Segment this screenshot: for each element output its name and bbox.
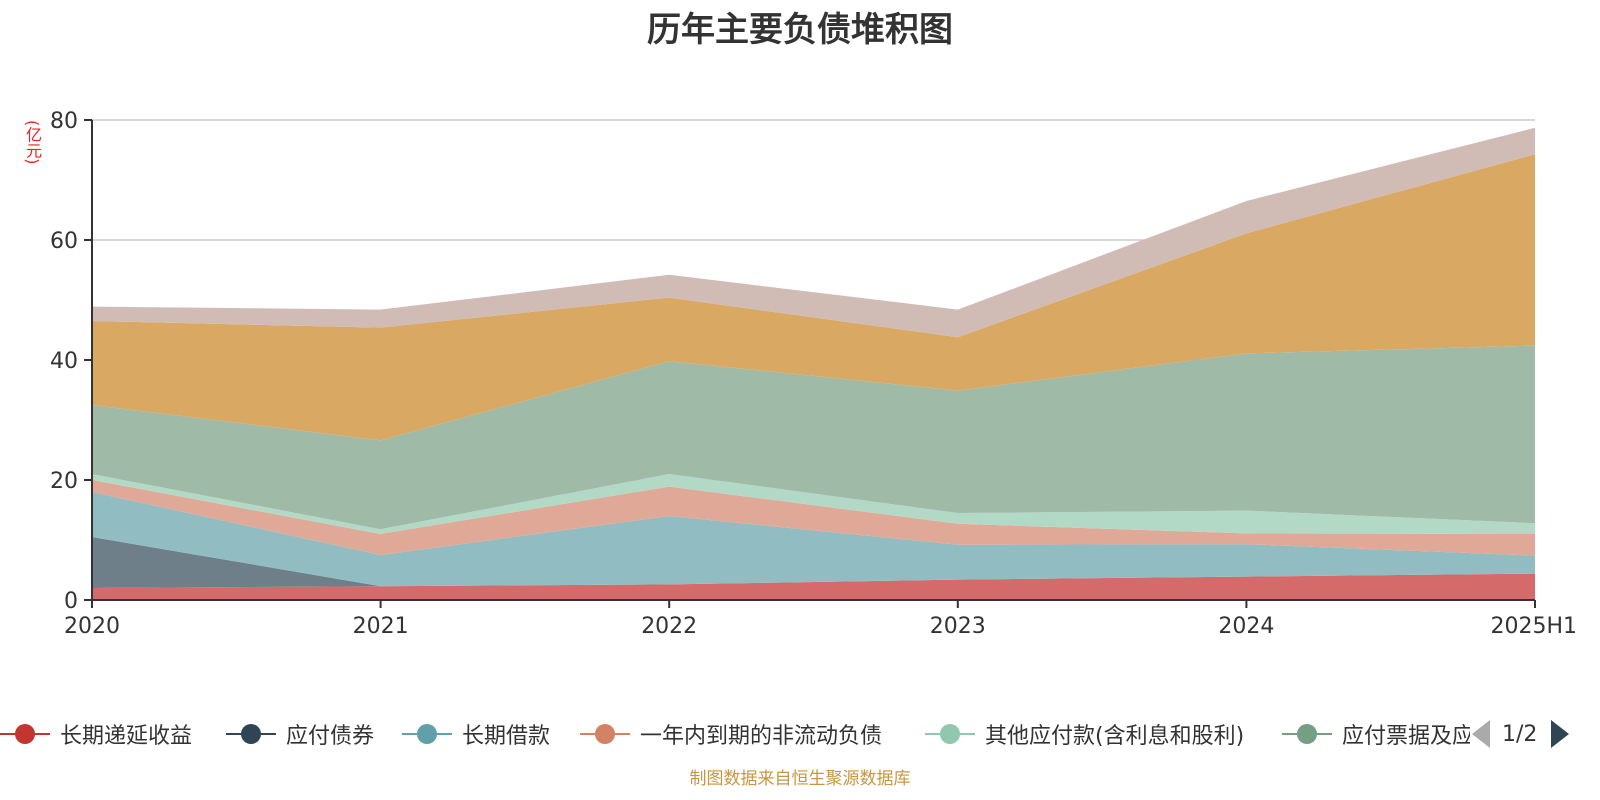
data-source-note: 制图数据来自恒生聚源数据库 <box>689 769 911 789</box>
area-短期借款[interactable] <box>92 154 1535 441</box>
legend-item[interactable]: 应付票据及应付账款 <box>1282 716 1470 752</box>
tick-labels: 0 20 40 60 80 2020 2021 2022 2023 2024 2025H1 <box>50 109 1577 639</box>
stacked-area-chart: 0 20 40 60 80 2020 2021 2022 2023 2024 2025H1 <box>50 109 1577 639</box>
y-axis-unit-label: (亿元) <box>23 120 42 165</box>
axes <box>84 119 1536 608</box>
y-tick-label: 40 <box>50 349 78 374</box>
legend-symbol-icon <box>1282 716 1332 752</box>
area-应付票据及应付账款[interactable] <box>92 345 1535 530</box>
y-tick-label: 60 <box>50 229 78 254</box>
x-tick-label: 2021 <box>353 614 409 639</box>
legend-symbol-icon <box>0 716 50 752</box>
x-tick-label: 2025H1 <box>1490 614 1577 639</box>
legend: 长期递延收益 应付债券 长期借款 一年内到期的非流动负债 其他应付款(含利息和股利) 应付… <box>0 716 1600 752</box>
y-tick-label: 80 <box>50 109 78 134</box>
x-tick-label: 2024 <box>1218 614 1274 639</box>
legend-item[interactable]: 一年内到期的非流动负债 <box>580 716 882 752</box>
area-series <box>92 127 1535 600</box>
legend-item[interactable]: 其他应付款(含利息和股利) <box>925 716 1244 752</box>
legend-item[interactable]: 长期借款 <box>402 716 550 752</box>
chart-title: 历年主要负债堆积图 <box>647 10 953 50</box>
legend-item[interactable]: 长期递延收益 <box>0 716 192 752</box>
y-tick-label: 20 <box>50 469 78 494</box>
area-长期借款[interactable] <box>92 492 1535 587</box>
area-长期递延收益[interactable] <box>92 573 1535 600</box>
legend-label: 应付票据及应付账款 <box>1342 724 1470 749</box>
area-应付债券[interactable] <box>92 537 1535 588</box>
legend-symbol-icon <box>226 716 276 752</box>
x-tick-label: 2023 <box>930 614 986 639</box>
y-tick-label: 0 <box>64 589 78 614</box>
legend-item[interactable]: 应付债券 <box>226 716 374 752</box>
area-一年内到期的非流动负债[interactable] <box>92 480 1535 556</box>
legend-label: 长期借款 <box>462 724 551 749</box>
legend-label: 应付债券 <box>286 724 375 749</box>
legend-next-page-icon[interactable] <box>1551 720 1570 748</box>
legend-label: 长期递延收益 <box>60 724 193 749</box>
legend-prev-page-icon[interactable] <box>1472 720 1490 748</box>
area-其他应付款(含利息和股利)[interactable] <box>92 474 1535 534</box>
x-tick-label: 2020 <box>64 614 120 639</box>
area-其他[interactable] <box>92 127 1535 338</box>
legend-items: 长期递延收益 应付债券 长期借款 一年内到期的非流动负债 其他应付款(含利息和股利) 应付… <box>0 716 1470 752</box>
legend-symbol-icon <box>402 716 452 752</box>
legend-page-indicator: 1/2 <box>1502 721 1538 747</box>
legend-symbol-icon <box>925 716 975 752</box>
legend-label: 其他应付款(含利息和股利) <box>985 724 1245 749</box>
x-tick-label: 2022 <box>641 614 697 639</box>
legend-label: 一年内到期的非流动负债 <box>640 724 883 749</box>
legend-pager: 1/2 <box>1472 716 1570 752</box>
legend-symbol-icon <box>580 716 630 752</box>
